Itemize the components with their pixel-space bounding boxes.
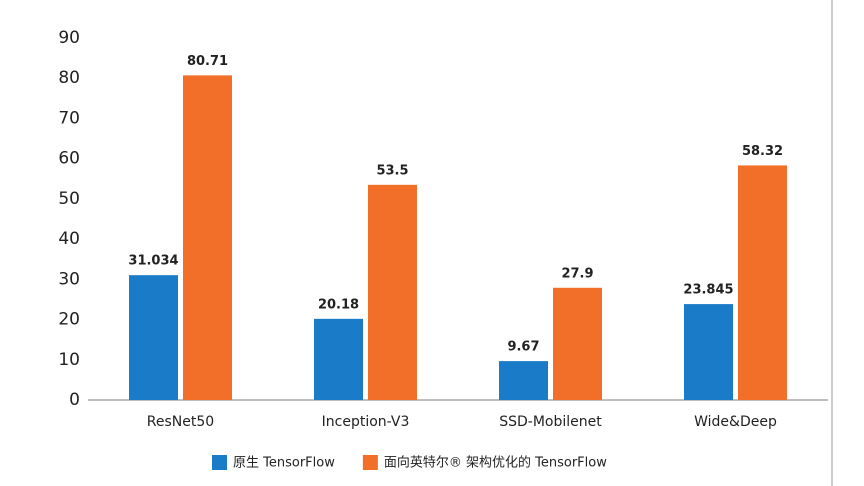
x-tick-label: SSD-Mobilenet <box>499 414 602 430</box>
y-tick-label: 30 <box>58 269 80 289</box>
y-tick-label: 10 <box>58 350 80 370</box>
data-label: 20.18 <box>318 297 359 312</box>
legend-swatch <box>362 455 378 470</box>
legend-swatch <box>212 455 227 470</box>
data-label: 9.67 <box>507 340 539 355</box>
bar <box>684 304 733 400</box>
y-tick-label: 60 <box>58 149 80 169</box>
y-tick-label: 70 <box>58 108 80 128</box>
bar <box>314 318 363 400</box>
x-tick-label: Wide&Deep <box>694 414 777 430</box>
y-tick-label: 90 <box>58 28 80 48</box>
bar <box>129 275 178 400</box>
bar <box>553 287 602 400</box>
data-label: 80.71 <box>187 54 228 69</box>
y-tick-label: 0 <box>69 390 80 410</box>
bar <box>738 165 787 400</box>
x-tick-label: Inception-V3 <box>322 414 410 430</box>
bar <box>368 184 417 400</box>
x-tick-label: ResNet50 <box>147 414 214 430</box>
legend-label: 面向英特尔® 架构优化的 TensorFlow <box>384 455 607 471</box>
data-label: 23.845 <box>683 283 733 298</box>
bar <box>499 361 548 400</box>
data-label: 58.32 <box>742 144 783 159</box>
y-tick-label: 20 <box>58 310 80 330</box>
y-tick-label: 50 <box>58 189 80 209</box>
data-label: 53.5 <box>376 163 408 178</box>
bar <box>183 75 232 400</box>
y-tick-label: 80 <box>58 68 80 88</box>
legend-label: 原生 TensorFlow <box>233 456 335 471</box>
data-label: 31.034 <box>128 254 178 269</box>
y-tick-label: 40 <box>58 229 80 249</box>
data-label: 27.9 <box>561 266 593 281</box>
